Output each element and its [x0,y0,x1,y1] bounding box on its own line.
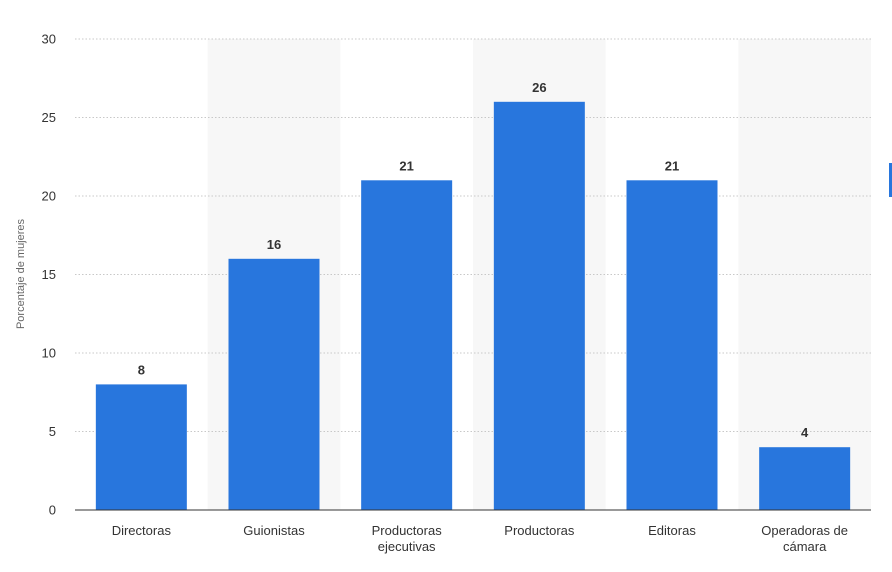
y-tick-label: 0 [49,503,56,518]
bar-value-label: 16 [267,237,281,252]
x-category-label-line: Guionistas [243,523,305,538]
x-category-label: Operadoras de cámara [761,523,848,554]
bar [626,180,718,511]
x-category-label-line: Productoras [504,523,575,538]
y-axis-ticks: 0 5 10 15 20 25 30 [42,32,56,518]
edge-tab-marker [889,163,892,197]
x-category-label-line: ejecutivas [378,539,436,554]
x-category-label: Productoras ejecutivas [372,523,443,554]
x-category-label-line: cámara [783,539,827,554]
bar [228,258,320,510]
bar [95,384,187,510]
x-category-label: Directoras [112,523,172,538]
bars [95,101,851,511]
y-tick-label: 10 [42,346,56,361]
value-labels: 8 16 21 26 21 4 [138,80,809,440]
x-category-label: Productoras [504,523,575,538]
y-tick-label: 15 [42,267,56,282]
x-category-label-line: Editoras [648,523,696,538]
x-axis-labels: Directoras Guionistas Productoras ejecutiva… [112,523,848,554]
x-category-label-line: Directoras [112,523,172,538]
y-tick-label: 25 [42,110,56,125]
bar-value-label: 8 [138,362,145,377]
y-tick-label: 5 [49,424,56,439]
x-category-label: Guionistas [243,523,305,538]
bar-value-label: 21 [665,158,679,173]
x-category-label-line: Operadoras de [761,523,848,538]
x-category-label-line: Productoras [372,523,443,538]
bar [493,101,585,511]
x-category-label: Editoras [648,523,696,538]
bar-value-label: 21 [399,158,413,173]
bar-value-label: 4 [801,425,809,440]
bar [361,180,453,511]
y-tick-label: 30 [42,32,56,47]
y-axis-title: Porcentaje de mujeres [15,218,27,329]
bar [759,447,851,510]
bar-value-label: 26 [532,80,546,95]
y-tick-label: 20 [42,189,56,204]
